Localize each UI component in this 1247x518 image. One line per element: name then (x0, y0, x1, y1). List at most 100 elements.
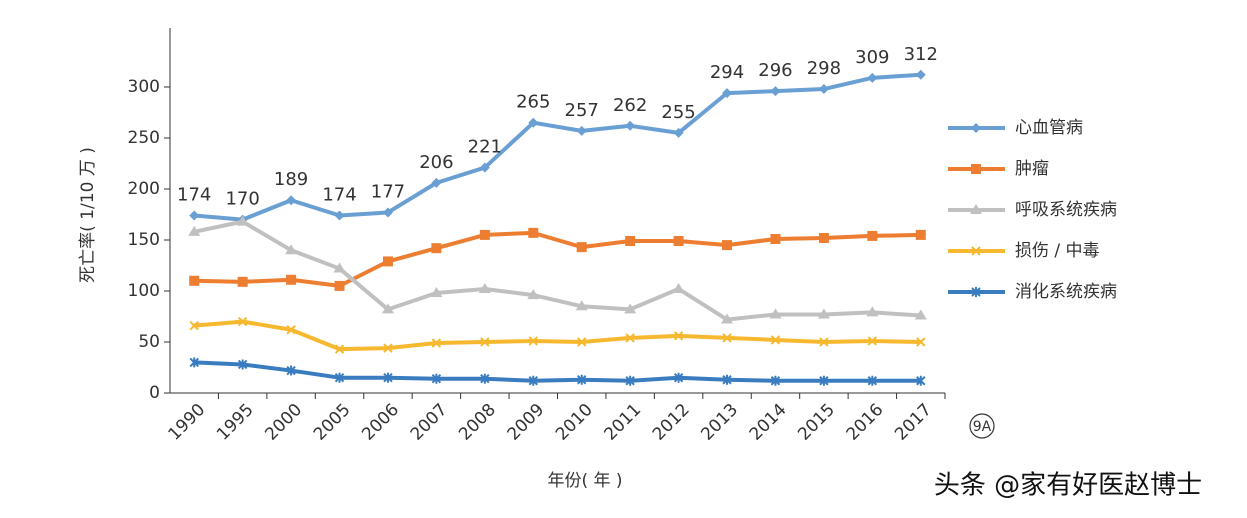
marker (478, 282, 491, 293)
y-tick-label: 300 (128, 77, 160, 97)
marker (334, 372, 345, 383)
marker (188, 225, 201, 236)
marker (722, 88, 733, 99)
marker (382, 207, 393, 218)
marker (528, 336, 538, 346)
data-label: 294 (710, 62, 744, 83)
marker (916, 337, 926, 347)
data-label: 309 (855, 47, 889, 68)
marker (189, 357, 199, 368)
marker (971, 287, 981, 297)
watermark: 头条 @家有好医赵博士 (934, 471, 1202, 501)
marker (528, 117, 539, 128)
marker (673, 331, 684, 341)
marker (818, 232, 829, 243)
marker (528, 375, 538, 386)
marker (575, 300, 588, 311)
marker (721, 313, 734, 324)
marker (189, 210, 200, 221)
data-label: 257 (565, 100, 599, 121)
marker (383, 372, 393, 383)
y-tick-label: 200 (128, 179, 160, 199)
marker (867, 72, 878, 83)
marker (286, 325, 296, 335)
marker (334, 344, 345, 354)
marker (624, 303, 637, 314)
marker (971, 246, 981, 256)
marker (769, 308, 782, 319)
y-tick-label: 50 (138, 332, 160, 352)
marker (971, 164, 981, 174)
marker (431, 338, 442, 348)
marker (722, 333, 732, 343)
marker (577, 337, 587, 347)
marker (722, 240, 733, 251)
marker (431, 373, 442, 384)
marker (770, 86, 781, 97)
data-label: 296 (758, 60, 792, 81)
marker (770, 375, 781, 386)
marker (673, 372, 684, 383)
marker (479, 162, 490, 173)
marker (722, 374, 732, 385)
marker (672, 282, 685, 293)
y-tick-label: 250 (128, 128, 160, 148)
data-label: 189 (274, 169, 308, 190)
marker (914, 309, 927, 320)
y-tick-label: 100 (128, 281, 160, 301)
marker (334, 280, 345, 291)
legend-label: 消化系统疾病 (1015, 282, 1117, 302)
marker (817, 308, 830, 319)
marker (286, 195, 297, 206)
data-label: 265 (516, 92, 550, 113)
marker (625, 120, 636, 131)
marker (867, 336, 878, 346)
data-label: 255 (661, 102, 695, 123)
marker (286, 365, 296, 376)
series-line (194, 319, 921, 352)
marker (479, 229, 490, 240)
y-tick-label: 150 (128, 230, 160, 250)
marker (867, 230, 878, 241)
marker (867, 375, 878, 386)
marker (625, 236, 636, 247)
marker (673, 127, 684, 138)
marker (431, 243, 442, 254)
marker (480, 373, 490, 384)
marker (480, 337, 490, 347)
marker (673, 236, 684, 247)
annotation-circle (969, 413, 995, 439)
legend-label: 损伤 / 中毒 (1015, 241, 1100, 261)
y-tick-label: 0 (149, 383, 160, 403)
marker (971, 123, 981, 133)
marker (625, 333, 635, 343)
data-label: 312 (904, 44, 938, 65)
marker (382, 256, 393, 267)
marker (970, 204, 982, 214)
series-line (194, 230, 921, 288)
data-label: 206 (419, 152, 453, 173)
marker (189, 275, 200, 286)
marker (333, 262, 346, 273)
marker (819, 337, 829, 347)
marker (819, 375, 829, 386)
marker (381, 303, 394, 314)
marker (285, 244, 298, 255)
marker (818, 84, 829, 95)
marker (430, 287, 443, 298)
marker (237, 276, 248, 287)
data-label: 298 (807, 58, 841, 79)
x-axis-label: 年份( 年 ) (547, 471, 622, 491)
marker (527, 289, 540, 300)
data-label: 174 (177, 185, 211, 206)
data-label: 262 (613, 95, 647, 116)
legend-label: 心血管病 (1015, 118, 1083, 138)
marker (916, 375, 926, 386)
marker (528, 227, 539, 238)
marker (770, 335, 781, 345)
marker (866, 306, 879, 317)
marker (237, 359, 248, 370)
annotation: 9A (973, 419, 992, 435)
